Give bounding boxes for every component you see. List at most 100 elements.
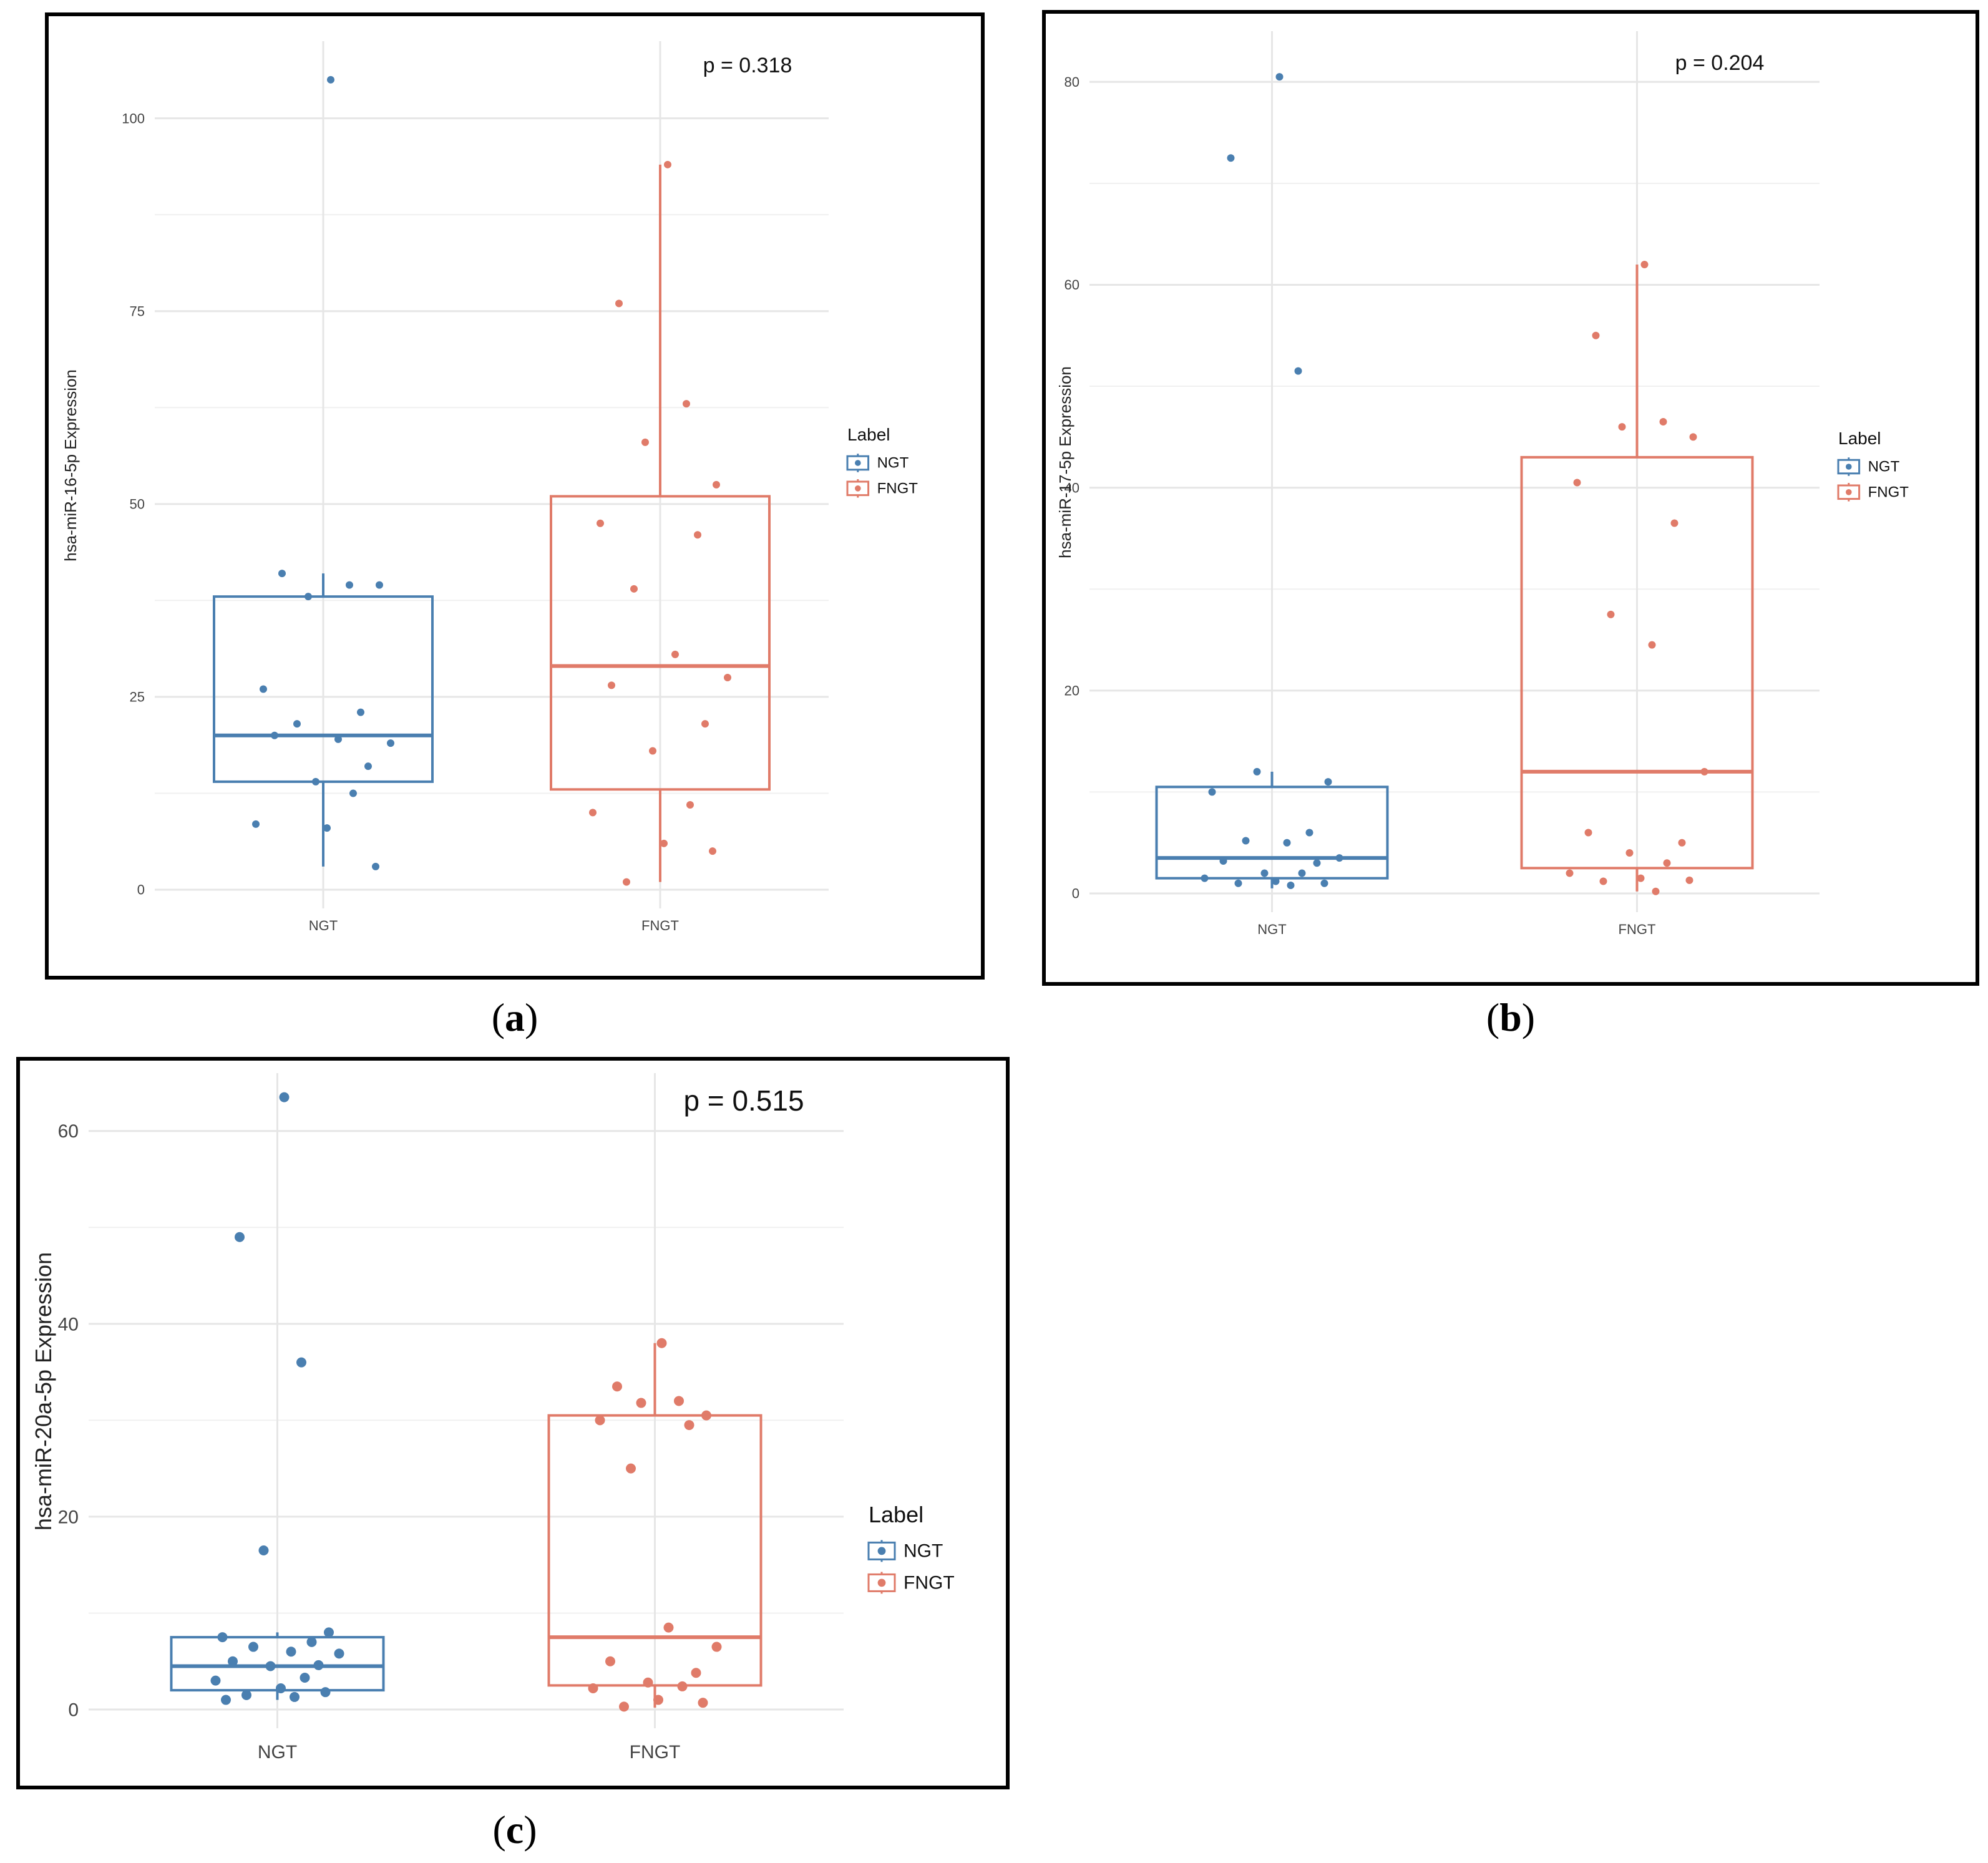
data-point [349,789,357,797]
data-point [1201,874,1209,882]
y-axis-label: hsa-miR-17-5p Expression [1056,366,1074,558]
legend-label-fngt: FNGT [904,1572,955,1593]
data-point [221,1695,231,1705]
y-tick-label: 20 [58,1507,79,1527]
box-fngt [547,1338,763,1712]
data-point [1287,881,1295,889]
data-point [619,1701,629,1712]
box-fngt [550,160,771,886]
data-point [327,75,334,84]
y-tick-label: 100 [122,110,145,126]
data-point [612,1381,622,1392]
y-tick-label: 40 [58,1314,79,1335]
data-point [1566,869,1574,877]
y-tick-label: 75 [130,303,145,319]
x-tick-label: FNGT [630,1742,681,1763]
boxplot-chart-a: 0 25 50 75 100 NGT FNGT hsa-miR-16-5p Expressio… [61,41,918,933]
data-point [656,1338,667,1348]
legend-title: Label [1838,429,1881,448]
legend: Label NGT FNGT [846,425,918,498]
data-point [630,585,638,593]
x-tick-label: FNGT [1619,922,1656,937]
data-point [653,1695,663,1705]
data-point [694,531,701,539]
data-point [1670,519,1679,527]
box-iqr [170,1636,385,1692]
y-axis-label: hsa-miR-20a-5p Expression [31,1252,56,1530]
data-point [724,674,731,681]
y-tick-label: 60 [58,1121,79,1142]
legend-key-point [877,1547,886,1555]
data-point [1294,367,1302,375]
data-point [1659,417,1667,426]
data-point [589,809,597,817]
data-point [313,1660,324,1670]
y-tick-label: 20 [1065,683,1079,699]
data-point [1652,887,1660,895]
caption-c: (c) [492,1807,537,1852]
chart-panel-a: 0 25 50 75 100 NGT FNGT hsa-miR-16-5p Expressio… [45,12,985,980]
legend-title: Label [869,1502,923,1527]
data-point [1227,154,1235,162]
box-iqr [1520,455,1754,870]
data-point [605,1656,615,1666]
data-point [271,731,278,739]
data-point [660,839,668,847]
data-point [248,1642,258,1652]
data-point [296,1357,306,1368]
data-point [258,1545,269,1555]
data-point [387,739,394,747]
data-point [1298,869,1306,877]
data-point [615,299,623,308]
data-point [674,1396,684,1406]
data-point [265,1661,276,1671]
data-point [228,1656,238,1666]
legend-key-point [1846,489,1852,495]
legend-label-fngt: FNGT [877,480,918,497]
data-point [1305,829,1313,837]
y-tick-label: 25 [130,689,145,705]
x-tick-label: NGT [1257,922,1286,937]
box-ngt [1155,73,1389,889]
p-value-annotation: p = 0.204 [1675,51,1765,75]
data-point [1599,877,1607,885]
legend-label-fngt: FNGT [1868,484,1909,500]
data-point [701,1410,711,1421]
data-point [293,720,301,728]
box-iqr [213,595,434,783]
legend-label-ngt: NGT [1868,459,1900,475]
y-tick-label: 50 [130,497,145,512]
data-point [684,1420,694,1431]
legend-label-ngt: NGT [904,1540,943,1561]
data-point [588,1683,598,1693]
data-point [1700,767,1708,776]
data-point [278,570,286,578]
legend-key-point [877,1578,886,1587]
box-ngt [170,1092,385,1705]
data-point [312,777,319,786]
data-point [252,820,260,828]
p-value-annotation: p = 0.515 [683,1084,804,1117]
data-point [357,708,364,716]
data-point [1283,839,1291,847]
y-tick-label: 0 [68,1700,79,1721]
data-point [663,1622,674,1633]
chart-panel-c: 0 20 40 60 NGT FNGT hsa-miR-20a-5p Expression p… [16,1057,1010,1789]
data-point [376,581,383,589]
data-point [286,1647,296,1657]
data-point [276,1683,286,1693]
data-point [1234,879,1242,887]
data-point [595,1415,605,1426]
chart-panel-b: 0 20 40 60 80 NGT FNGT hsa-miR-17-5p Expression… [1042,10,1979,986]
data-point [1208,788,1216,796]
data-point [711,1642,722,1652]
legend-key-point [855,485,861,492]
data-point [210,1675,221,1686]
data-point [1313,859,1321,867]
data-point [323,824,331,832]
y-tick-label: 0 [137,882,145,898]
data-point [217,1632,228,1643]
data-point [300,1673,310,1683]
data-point [623,878,630,886]
caption-b-letter: b [1499,995,1522,1039]
